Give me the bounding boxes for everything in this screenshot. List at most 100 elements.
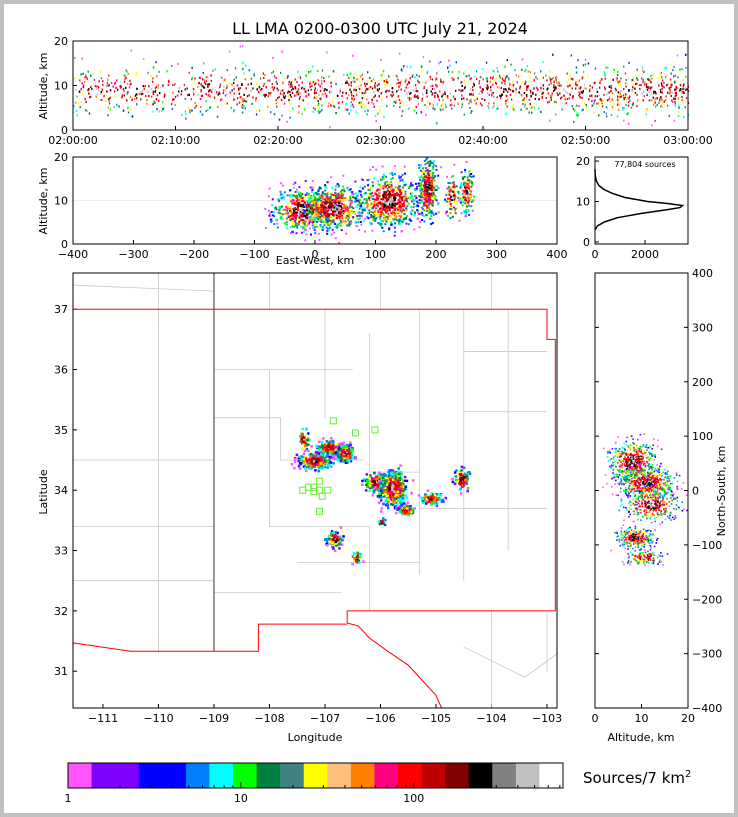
source-point: [154, 87, 157, 90]
source-point: [88, 112, 91, 115]
source-point: [275, 208, 278, 211]
source-point: [357, 77, 359, 80]
source-point: [316, 205, 319, 208]
source-point: [398, 177, 401, 180]
source-point: [663, 86, 665, 89]
source-point: [318, 106, 320, 109]
source-point: [581, 77, 583, 80]
source-point: [361, 201, 364, 204]
source-point: [89, 95, 92, 98]
source-point: [278, 200, 281, 203]
source-point: [386, 81, 389, 84]
source-point: [552, 90, 555, 93]
source-point: [317, 190, 320, 193]
source-point: [421, 92, 424, 95]
source-point: [551, 92, 553, 95]
source-point: [367, 211, 370, 214]
source-point: [184, 88, 187, 91]
source-point: [628, 61, 630, 64]
source-point: [303, 209, 306, 212]
source-point: [355, 111, 358, 114]
source-point: [401, 69, 403, 72]
source-point: [198, 82, 200, 85]
source-point: [676, 54, 679, 57]
source-point: [394, 203, 397, 206]
source-point: [463, 79, 465, 82]
source-point: [298, 199, 301, 202]
source-point: [374, 217, 377, 220]
source-point: [354, 198, 357, 201]
source-point: [346, 80, 348, 83]
source-point: [241, 98, 243, 101]
source-point: [409, 66, 412, 69]
source-point: [514, 69, 516, 72]
source-point: [430, 85, 432, 88]
source-point: [394, 196, 397, 199]
source-point: [364, 84, 366, 87]
source-point: [157, 84, 160, 87]
source-point: [304, 204, 307, 207]
source-point: [325, 186, 328, 189]
source-point: [305, 233, 308, 236]
source-point: [224, 94, 227, 97]
source-point: [296, 226, 299, 229]
source-point: [610, 114, 613, 117]
source-point: [313, 228, 316, 231]
source-point: [440, 104, 443, 107]
source-point: [300, 225, 303, 228]
source-point: [353, 192, 356, 195]
source-point: [350, 81, 352, 84]
source-point: [293, 224, 296, 227]
source-point: [298, 97, 301, 100]
source-point: [166, 70, 168, 73]
source-point: [495, 107, 498, 110]
source-point: [324, 217, 327, 220]
source-point: [506, 105, 508, 108]
source-point: [373, 103, 375, 106]
source-point: [634, 82, 637, 85]
source-point: [200, 84, 203, 87]
source-point: [629, 99, 631, 102]
source-point: [315, 95, 318, 98]
source-point: [382, 173, 385, 176]
source-point: [108, 102, 111, 105]
source-point: [286, 76, 289, 79]
source-point: [217, 93, 220, 96]
source-point: [314, 212, 317, 215]
source-point: [323, 213, 326, 216]
source-point: [397, 200, 400, 203]
source-point: [360, 195, 363, 198]
source-point: [667, 82, 669, 85]
source-point: [293, 212, 296, 215]
source-point: [402, 201, 405, 204]
source-point: [601, 100, 604, 103]
source-point: [529, 103, 531, 106]
source-point: [328, 219, 331, 222]
source-point: [462, 89, 464, 92]
source-point: [388, 206, 391, 209]
source-point: [332, 212, 335, 215]
source-point: [374, 82, 376, 85]
source-point: [350, 109, 352, 112]
source-point: [314, 206, 317, 209]
source-point: [382, 194, 385, 197]
source-point: [338, 241, 341, 244]
source-point: [294, 207, 297, 210]
source-point: [608, 98, 610, 101]
source-point: [200, 105, 202, 108]
source-point: [233, 98, 235, 101]
source-point: [381, 178, 384, 181]
source-point: [337, 210, 340, 213]
source-point: [372, 201, 375, 204]
source-point: [335, 214, 338, 217]
source-point: [339, 195, 342, 198]
source-point: [580, 91, 582, 94]
source-point: [653, 92, 655, 95]
source-point: [481, 104, 483, 107]
source-point: [334, 237, 337, 240]
source-point: [406, 65, 408, 68]
source-point: [290, 210, 293, 213]
source-point: [383, 203, 386, 206]
source-point: [219, 86, 221, 89]
source-point: [288, 212, 291, 215]
